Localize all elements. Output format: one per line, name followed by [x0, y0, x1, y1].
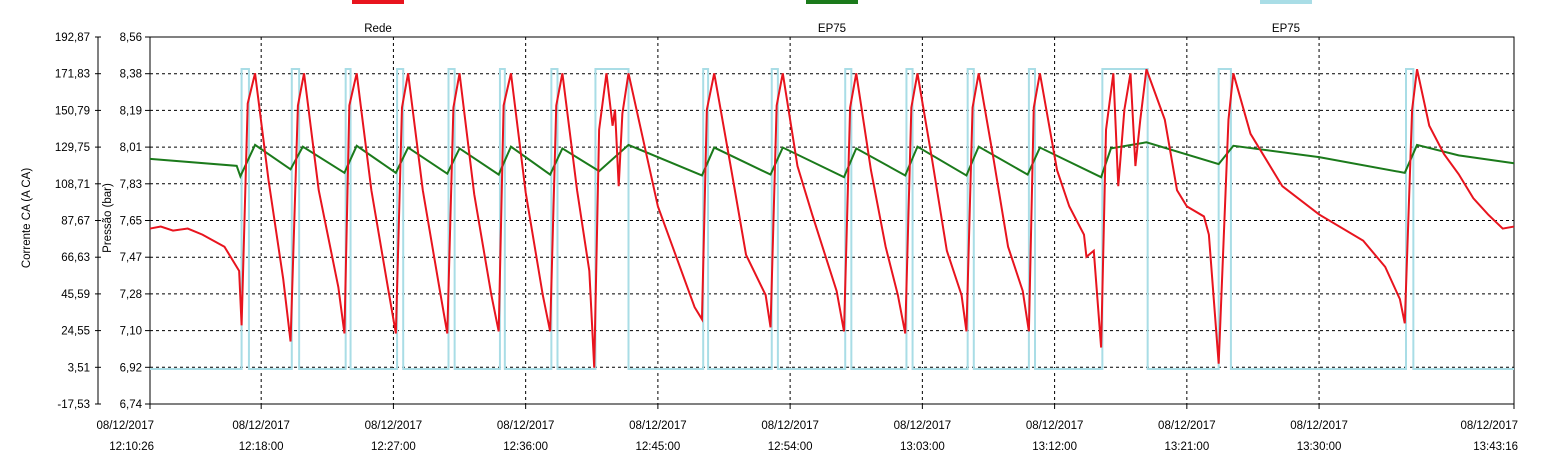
x-tick-time: 12:27:00	[371, 441, 416, 453]
x-tick-time: 12:54:00	[768, 441, 813, 453]
x-tick-date: 08/12/2017	[497, 420, 555, 432]
legend-label-rede: Rede	[364, 23, 392, 35]
x-tick-date: 08/12/2017	[365, 420, 423, 432]
x-tick-time: 12:10:26	[109, 441, 154, 453]
x-tick-date: 08/12/2017	[629, 420, 687, 432]
series-layer	[149, 68, 1515, 371]
x-tick-time: 13:12:00	[1032, 441, 1077, 453]
y-left-tick-label: 24,55	[61, 326, 90, 338]
y-left-tick-label: -17,53	[57, 399, 90, 411]
x-tick-time: 13:21:00	[1164, 441, 1209, 453]
x-axis: 08/12/2017 12:10:26 08/12/2017 12:18:00 08/1…	[96, 404, 1518, 453]
x-tick-date: 08/12/2017	[232, 420, 290, 432]
legend: Rede EP75 EP75	[352, 0, 1312, 35]
y-right-tick-label: 7,83	[120, 179, 142, 191]
y-left-tick-label: 87,67	[61, 216, 90, 228]
x-tick-date: 08/12/2017	[1460, 420, 1518, 432]
x-tick-date: 08/12/2017	[894, 420, 952, 432]
y-right-tick-label: 6,92	[120, 362, 142, 374]
legend-swatch-ep75-cyan	[1260, 0, 1312, 4]
y-left-tick-label: 66,63	[61, 252, 90, 264]
x-tick-time: 12:45:00	[636, 441, 681, 453]
series-line-ep75-green	[149, 141, 1515, 179]
y-right-axis-title: Pressão (bar)	[102, 183, 114, 253]
legend-label-ep75-green: EP75	[818, 23, 846, 35]
y-right-tick-label: 8,19	[120, 105, 142, 117]
x-tick-time: 13:30:00	[1297, 441, 1342, 453]
y-left-tick-label: 192,87	[55, 32, 90, 44]
y-right-axis: 8,56 8,38 8,19 8,01 7,83 7,65 7,47 7,28 7,10 6,92…	[120, 32, 143, 411]
x-tick-date: 08/12/2017	[1158, 420, 1216, 432]
series-line-rede	[149, 68, 1515, 368]
y-right-tick-label: 8,56	[120, 32, 142, 44]
x-tick-date: 08/12/2017	[1026, 420, 1084, 432]
y-right-tick-label: 7,28	[120, 289, 142, 301]
y-right-tick-label: 7,10	[120, 326, 142, 338]
x-tick-date: 08/12/2017	[761, 420, 819, 432]
y-right-tick-label: 7,65	[120, 216, 142, 228]
x-tick-date: 08/12/2017	[96, 420, 154, 432]
y-right-tick-label: 8,01	[120, 142, 142, 154]
y-left-axis-title: Corrente CA (A CA)	[21, 168, 33, 269]
legend-swatch-rede	[352, 0, 404, 4]
y-left-tick-label: 45,59	[61, 289, 90, 301]
y-left-tick-label: 150,79	[55, 105, 90, 117]
y-left-tick-label: 3,51	[68, 362, 90, 374]
y-right-tick-label: 7,47	[120, 252, 142, 264]
legend-label-ep75-cyan: EP75	[1272, 23, 1300, 35]
x-tick-time: 12:36:00	[503, 441, 548, 453]
series-line-ep75-cyan	[150, 68, 1514, 371]
y-left-tick-label: 129,75	[55, 142, 90, 154]
x-tick-time: 13:43:16	[1473, 441, 1518, 453]
x-tick-time: 12:18:00	[239, 441, 284, 453]
legend-swatch-ep75-green	[806, 0, 858, 4]
x-tick-time: 13:03:00	[900, 441, 945, 453]
y-left-tick-label: 108,71	[55, 179, 90, 191]
y-right-tick-label: 8,38	[120, 69, 142, 81]
y-right-tick-label: 6,74	[120, 399, 143, 411]
y-left-tick-label: 171,83	[55, 69, 90, 81]
x-tick-date: 08/12/2017	[1290, 420, 1348, 432]
y-left-axis: 192,87 171,83 150,79 129,75 108,71 87,67 66,63…	[55, 32, 150, 411]
grid	[150, 37, 1514, 404]
